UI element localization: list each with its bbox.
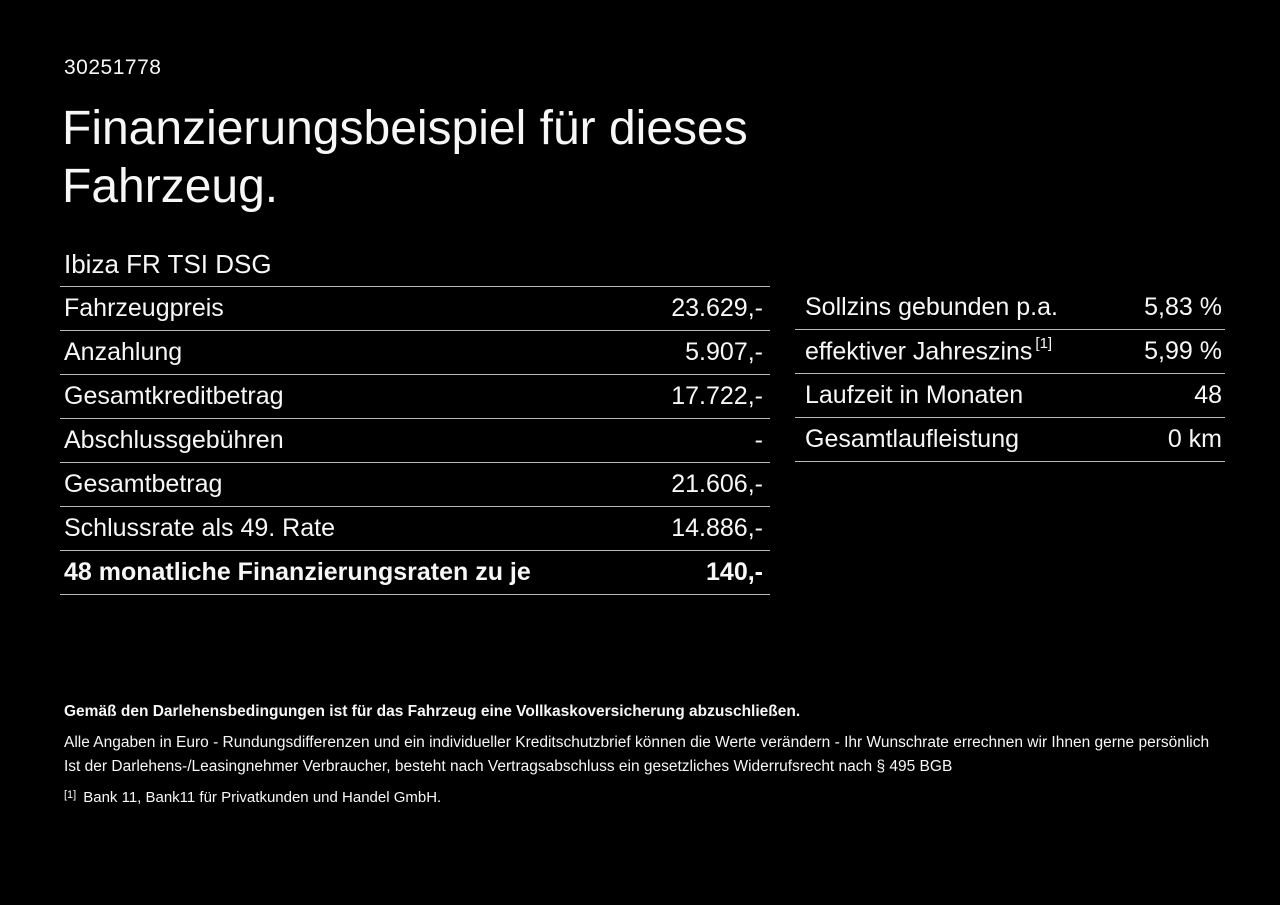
vehicle-model-heading: Ibiza FR TSI DSG	[60, 243, 770, 287]
row-label: Gesamtlaufleistung	[805, 425, 1020, 453]
footnote-text: Bank 11, Bank11 für Privatkunden und Han…	[83, 789, 442, 806]
row-value: 140,-	[706, 558, 763, 586]
row-value: 0 km	[1167, 425, 1222, 453]
table-row-monthly-rate: 48 monatliche Finanzierungsraten zu je 1…	[60, 551, 770, 595]
row-label: Fahrzeugpreis	[64, 294, 224, 322]
page-title-line2: Fahrzeug.	[62, 160, 279, 213]
row-label: Schlussrate als 49. Rate	[64, 514, 335, 542]
table-row: Sollzins gebunden p.a. 5,83 %	[795, 286, 1225, 330]
page-title: Finanzierungsbeispiel für dieses Fahrzeu…	[62, 100, 748, 216]
table-row: Gesamtbetrag 21.606,-	[60, 463, 770, 507]
row-value: 21.606,-	[671, 470, 763, 498]
row-value: 5,99 %	[1144, 337, 1222, 365]
row-value: 17.722,-	[671, 382, 763, 410]
footnote: [1] Bank 11, Bank11 für Privatkunden und …	[64, 789, 1224, 806]
row-label: effektiver Jahreszins [1]	[805, 334, 1053, 366]
row-value: 5.907,-	[685, 338, 763, 366]
row-label: Sollzins gebunden p.a.	[805, 293, 1058, 321]
table-row: Schlussrate als 49. Rate 14.886,-	[60, 507, 770, 551]
row-label: Abschlussgebühren	[64, 426, 284, 454]
vehicle-id: 30251778	[64, 56, 162, 79]
footer: Gemäß den Darlehensbedingungen ist für d…	[64, 703, 1224, 806]
footnote-marker: [1]	[64, 789, 77, 801]
conditions-table: Sollzins gebunden p.a. 5,83 % effektiver…	[795, 286, 1225, 462]
row-label: Anzahlung	[64, 338, 183, 366]
row-value: 48	[1194, 381, 1222, 409]
insurance-note: Gemäß den Darlehensbedingungen ist für d…	[64, 703, 801, 720]
table-row: Anzahlung 5.907,-	[60, 331, 770, 375]
table-row: Fahrzeugpreis 23.629,-	[60, 287, 770, 331]
row-label: Laufzeit in Monaten	[805, 381, 1024, 409]
table-row: effektiver Jahreszins [1] 5,99 %	[795, 330, 1225, 374]
row-label: 48 monatliche Finanzierungsraten zu je	[64, 558, 531, 586]
vehicle-model-label: Ibiza FR TSI DSG	[64, 249, 272, 279]
disclaimer-line: Ist der Darlehens-/Leasingnehmer Verbrau…	[64, 758, 953, 775]
row-label: Gesamtbetrag	[64, 470, 223, 498]
row-value: 23.629,-	[671, 294, 763, 322]
table-row: Gesamtlaufleistung 0 km	[795, 418, 1225, 462]
page-title-line1: Finanzierungsbeispiel für dieses	[62, 102, 748, 155]
financing-table: Ibiza FR TSI DSG Fahrzeugpreis 23.629,- …	[60, 243, 770, 595]
row-value: -	[754, 426, 763, 454]
row-label-text: effektiver Jahreszins	[805, 337, 1033, 366]
disclaimer-line: Alle Angaben in Euro - Rundungsdifferenz…	[64, 734, 1210, 751]
footnote-reference: [1]	[1035, 334, 1053, 352]
row-value: 14.886,-	[671, 514, 763, 542]
row-value: 5,83 %	[1144, 293, 1222, 321]
row-label: Gesamtkreditbetrag	[64, 382, 284, 410]
table-row: Gesamtkreditbetrag 17.722,-	[60, 375, 770, 419]
table-row: Abschlussgebühren -	[60, 419, 770, 463]
table-row: Laufzeit in Monaten 48	[795, 374, 1225, 418]
